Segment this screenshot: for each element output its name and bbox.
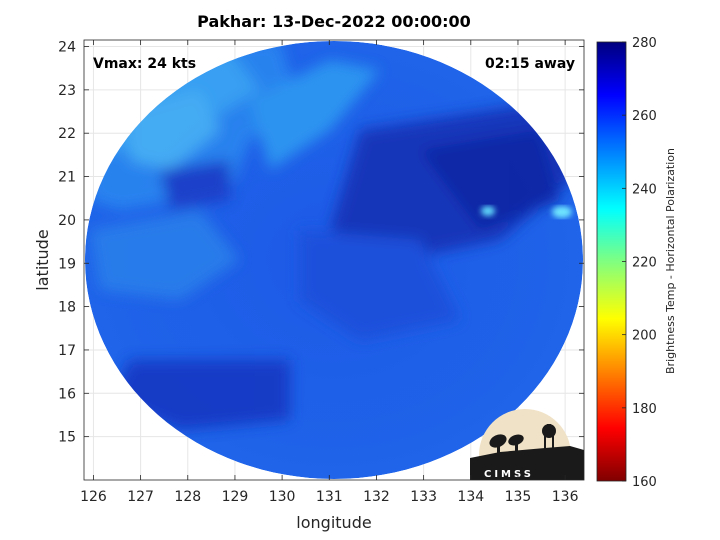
- y-tick-label: 24: [58, 40, 76, 56]
- colorbar-tick-label: 180: [632, 402, 657, 417]
- colorbar-tick-label: 200: [632, 329, 657, 344]
- colorbar-tick-label: 160: [632, 475, 657, 490]
- logo-text: CIMSS: [484, 469, 534, 480]
- colorbar-tick-label: 260: [632, 109, 657, 124]
- colorbar: [597, 42, 626, 481]
- plot-title: Pakhar: 13-Dec-2022 00:00:00: [197, 12, 471, 31]
- swath-image: [85, 41, 583, 479]
- x-tick-label: 135: [505, 489, 532, 505]
- colorbar-tick-label: 240: [632, 182, 657, 197]
- x-tick-label: 129: [222, 489, 249, 505]
- y-tick-label: 21: [58, 170, 76, 186]
- colorbar-tick-label: 280: [632, 36, 657, 51]
- y-tick-label: 17: [58, 343, 76, 359]
- x-tick-labels: 126 127 128 129 130 131 132 133 134 135 136: [80, 489, 579, 505]
- x-tick-label: 132: [363, 489, 390, 505]
- y-tick-label: 19: [58, 256, 76, 272]
- y-tick-label: 16: [58, 386, 76, 402]
- x-tick-label: 133: [410, 489, 437, 505]
- x-tick-label: 134: [457, 489, 484, 505]
- y-tick-label: 18: [58, 300, 76, 316]
- y-tick-label: 15: [58, 430, 76, 446]
- y-tick-labels: 15 16 17 18 19 20 21 22 23 24: [58, 40, 76, 446]
- tick-marks: [84, 40, 584, 480]
- x-axis-label: longitude: [296, 513, 371, 532]
- colorbar-ticks: 160 180 200 220 240 260 280: [622, 36, 657, 490]
- vmax-annotation: Vmax: 24 kts: [93, 56, 196, 72]
- colorbar-tick-label: 220: [632, 256, 657, 271]
- colorbar-label: Brightness Temp - Horizontal Polarizatio…: [664, 148, 677, 374]
- axes-frame: [83, 39, 585, 481]
- time-away-annotation: 02:15 away: [485, 56, 575, 72]
- y-tick-label: 20: [58, 213, 76, 229]
- x-tick-label: 136: [552, 489, 579, 505]
- y-axis-label: latitude: [33, 229, 52, 290]
- x-tick-label: 128: [174, 489, 201, 505]
- y-tick-label: 22: [58, 126, 76, 142]
- x-tick-label: 130: [269, 489, 296, 505]
- cimss-logo: CIMSS: [470, 409, 584, 480]
- x-tick-label: 127: [127, 489, 154, 505]
- x-tick-label: 131: [316, 489, 343, 505]
- y-tick-label: 23: [58, 83, 76, 99]
- x-tick-label: 126: [80, 489, 107, 505]
